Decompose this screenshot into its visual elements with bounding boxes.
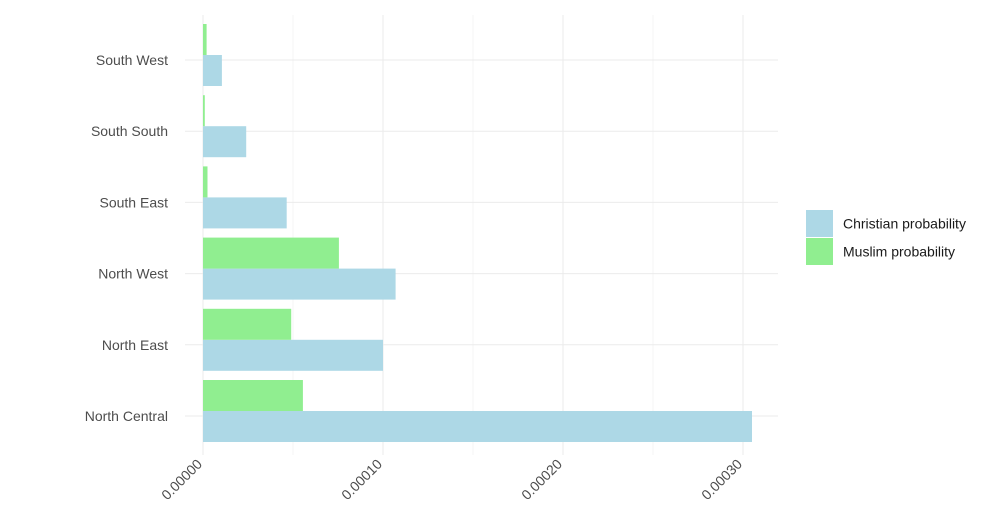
x-axis-labels: 0.00000 0.00010 0.00020 0.00030 bbox=[158, 456, 745, 503]
legend-label-muslim: Muslim probability bbox=[843, 244, 955, 260]
muslim-bar-south-west bbox=[203, 24, 207, 55]
legend-key-muslim bbox=[806, 238, 833, 265]
christian-bar-south-south bbox=[203, 126, 247, 158]
x-tick-label: 0.00020 bbox=[518, 456, 565, 503]
legend-key-christian bbox=[806, 210, 833, 237]
x-tick-label: 0.00030 bbox=[698, 456, 745, 503]
x-tick-label: 0.00010 bbox=[338, 456, 385, 503]
legend: Christian probability Muslim probability bbox=[806, 210, 966, 265]
y-axis-labels: North Central North East North West South E… bbox=[85, 52, 168, 424]
muslim-bar-north-east bbox=[203, 308, 292, 340]
x-tick-label: 0.00000 bbox=[158, 456, 205, 503]
y-tick-label: North West bbox=[98, 266, 168, 282]
y-tick-label: North East bbox=[102, 337, 168, 353]
muslim-bar-north-west bbox=[203, 237, 339, 269]
muslim-bar-north-central bbox=[203, 380, 303, 411]
christian-bar-north-east bbox=[203, 339, 383, 371]
legend-label-christian: Christian probability bbox=[843, 216, 966, 232]
y-tick-label: South West bbox=[96, 52, 168, 68]
christian-bar-north-central bbox=[203, 411, 752, 442]
y-tick-label: South South bbox=[91, 123, 168, 139]
muslim-bar-south-east bbox=[203, 166, 208, 198]
y-tick-label: South East bbox=[100, 194, 169, 210]
bars bbox=[203, 24, 752, 442]
y-tick-label: North Central bbox=[85, 408, 168, 424]
christian-bar-south-west bbox=[203, 55, 222, 86]
muslim-bar-south-south bbox=[203, 95, 205, 127]
christian-bar-north-west bbox=[203, 268, 396, 300]
christian-bar-south-east bbox=[203, 197, 287, 229]
